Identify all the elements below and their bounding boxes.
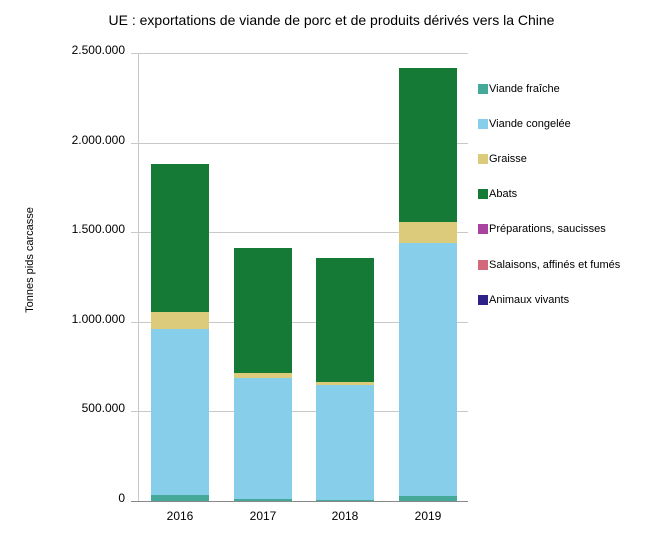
gridline (131, 232, 468, 233)
bar-segment[interactable] (316, 385, 374, 500)
legend-item[interactable]: Viande fraîche (478, 71, 620, 106)
gridline (131, 411, 468, 412)
legend-item[interactable]: Graisse (478, 141, 620, 176)
legend-swatch-icon (478, 153, 488, 164)
legend-item[interactable]: Préparations, saucisses (478, 212, 620, 247)
bar-segment[interactable] (399, 222, 457, 243)
bar-segment[interactable] (151, 163, 209, 312)
bar-segment[interactable] (234, 378, 292, 500)
legend-swatch-icon (478, 294, 488, 305)
bar-2019[interactable] (399, 68, 457, 501)
x-tick-label: 2018 (331, 509, 359, 523)
bar-segment[interactable] (316, 258, 374, 383)
legend-swatch-icon (478, 83, 488, 94)
legend-item[interactable]: Viande congelée (478, 106, 620, 141)
legend-swatch-icon (478, 224, 488, 235)
legend: Viande fraîche Viande congelée Graisse Abat… (478, 71, 620, 317)
bar-segment[interactable] (234, 247, 292, 374)
legend-swatch-icon (478, 118, 488, 129)
gridline (131, 322, 468, 323)
bar-segment[interactable] (316, 382, 374, 386)
bar-segment[interactable] (234, 373, 292, 379)
gridline (131, 53, 468, 54)
bar-segment[interactable] (151, 311, 209, 329)
bar-segment[interactable] (316, 499, 374, 501)
x-tick-label: 2016 (166, 509, 194, 523)
x-tick-label: 2019 (414, 509, 442, 523)
legend-item[interactable]: Abats (478, 177, 620, 212)
bar-2016[interactable] (151, 163, 209, 501)
legend-swatch-icon (478, 189, 488, 200)
y-axis-line (138, 53, 139, 501)
legend-label: Préparations, saucisses (489, 223, 606, 236)
x-tick-label: 2017 (249, 509, 277, 523)
y-tick-label: 2.000.000 (71, 132, 125, 147)
bar-2017[interactable] (234, 247, 292, 501)
legend-label: Salaisons, affinés et fumés (489, 258, 621, 271)
legend-label: Viande congelée (489, 117, 571, 130)
y-tick-label: 1.500.000 (71, 222, 125, 237)
y-tick-label: 500.000 (81, 401, 125, 416)
bar-2018[interactable] (316, 258, 374, 501)
legend-label: Abats (489, 188, 518, 201)
y-tick-label: 2.500.000 (71, 43, 125, 57)
bar-segment[interactable] (151, 495, 209, 501)
legend-label: Graisse (489, 152, 527, 165)
legend-label: Viande fraîche (489, 82, 560, 95)
legend-label: Animaux vivants (489, 293, 570, 306)
gridline (131, 143, 468, 144)
y-tick-label: 1.000.000 (71, 311, 125, 326)
legend-item[interactable]: Salaisons, affinés et fumés (478, 247, 620, 282)
bar-segment[interactable] (234, 499, 292, 501)
x-axis-line (131, 501, 468, 502)
chart-title: UE : exportations de viande de porc et d… (108, 12, 555, 28)
bar-segment[interactable] (151, 328, 209, 496)
bar-segment[interactable] (399, 68, 457, 222)
bar-segment[interactable] (399, 242, 457, 496)
legend-item[interactable]: Animaux vivants (478, 282, 620, 317)
y-tick-label: 0 (118, 491, 125, 505)
legend-swatch-icon (478, 259, 488, 270)
bar-segment[interactable] (399, 495, 457, 501)
